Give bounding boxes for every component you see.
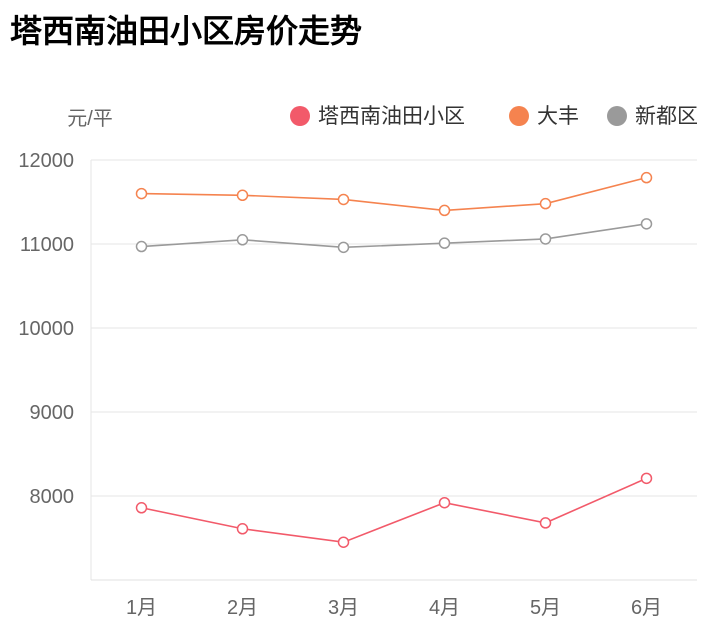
series-line	[141, 176, 647, 212]
data-point	[236, 234, 249, 246]
y-tick-label: 9000	[30, 402, 75, 424]
x-tick-label: 6月	[631, 597, 662, 619]
data-point	[236, 189, 249, 202]
data-point	[640, 171, 653, 184]
data-point	[539, 517, 552, 529]
data-point	[337, 536, 350, 548]
data-point	[438, 204, 451, 217]
x-tick-label: 3月	[328, 597, 359, 619]
data-point	[539, 233, 552, 245]
series-line	[141, 223, 647, 249]
legend-label: 新都区	[635, 105, 698, 128]
y-tick-label: 12000	[18, 150, 74, 172]
legend-marker	[509, 106, 529, 126]
y-axis-label: 元/平	[67, 108, 113, 130]
legend-marker	[290, 106, 310, 126]
data-point	[640, 218, 653, 230]
data-point	[539, 197, 552, 210]
legend-label: 塔西南油田小区	[318, 105, 465, 128]
data-point	[438, 496, 451, 509]
chart-title: 塔西南油田小区房价走势	[10, 13, 363, 49]
x-tick-label: 5月	[530, 597, 561, 619]
data-point	[337, 193, 350, 206]
x-tick-label: 1月	[126, 597, 157, 619]
data-point	[135, 240, 148, 253]
data-point	[438, 237, 451, 249]
legend-marker	[607, 106, 627, 126]
series-line	[141, 477, 647, 544]
data-point	[135, 502, 148, 514]
data-point	[337, 241, 350, 254]
y-tick-label: 10000	[18, 318, 74, 340]
data-point	[135, 187, 148, 200]
data-point	[236, 523, 249, 535]
x-tick-label: 2月	[227, 597, 258, 619]
y-tick-label: 11000	[20, 234, 74, 256]
data-point	[640, 472, 653, 485]
y-tick-label: 8000	[30, 486, 75, 508]
x-tick-label: 4月	[429, 597, 460, 619]
legend-label: 大丰	[537, 105, 579, 128]
